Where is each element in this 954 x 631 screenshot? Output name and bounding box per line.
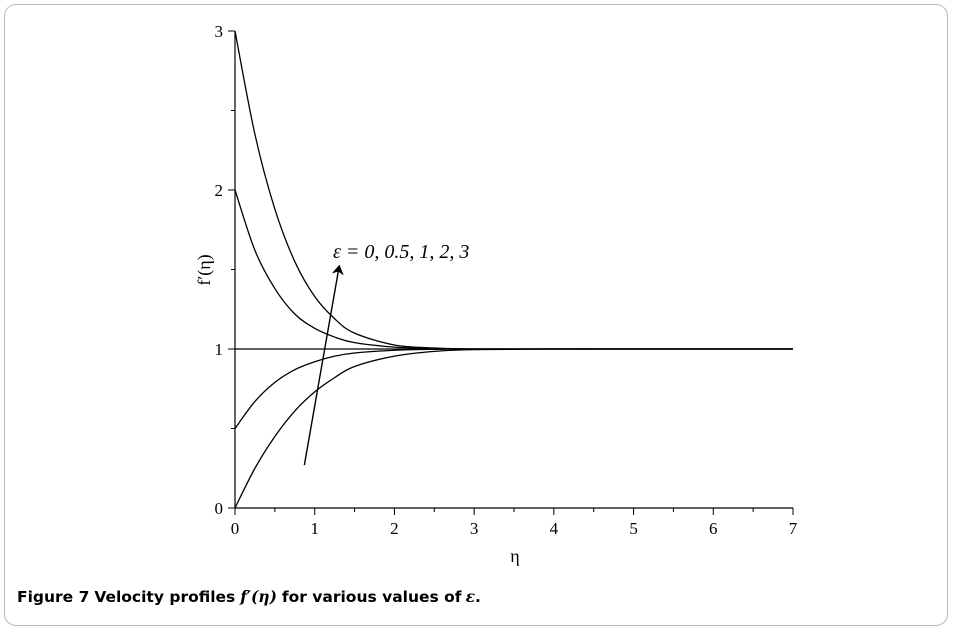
- y-tick-label: 0: [215, 499, 224, 518]
- x-tick-label: 6: [709, 519, 718, 538]
- x-tick-label: 5: [629, 519, 638, 538]
- series-line-3: [234, 189, 793, 350]
- chart-curves: [234, 30, 793, 509]
- x-tick-label: 1: [310, 519, 319, 538]
- annotation-arrow: [303, 264, 344, 466]
- chart-annotation-group: [303, 264, 344, 466]
- caption-math: f′(η): [240, 587, 277, 606]
- caption-text-middle: for various values of: [281, 588, 462, 606]
- series-line-0: [234, 348, 793, 509]
- x-tick-label: 0: [231, 519, 240, 538]
- epsilon-annotation: ε = 0, 0.5, 1, 2, 3: [333, 241, 469, 263]
- velocity-profile-chart: 0 1 2 3 4 5 6 7 0 1 2 3 η f′(η) ε = 0, 0.5, 1, 2, 3: [194, 22, 798, 566]
- x-tick-label: 2: [390, 519, 399, 538]
- caption-symbol: ε: [465, 587, 475, 606]
- y-axis-label: f′(η): [194, 254, 215, 285]
- figure-frame: [4, 4, 948, 626]
- figure-number: Figure 7: [17, 588, 90, 606]
- caption-period: .: [475, 588, 481, 606]
- figure-caption: Figure 7 Velocity profiles f′(η) for var…: [17, 587, 917, 606]
- x-tick-label: 7: [789, 519, 798, 538]
- y-tick-label: 2: [215, 181, 224, 200]
- series-line-4: [234, 30, 793, 350]
- x-tick-label: 4: [550, 519, 559, 538]
- chart-axes: 0 1 2 3 4 5 6 7 0 1 2 3: [215, 22, 798, 538]
- x-tick-label: 3: [470, 519, 479, 538]
- y-tick-label: 1: [215, 340, 224, 359]
- caption-text: Velocity profiles: [94, 588, 236, 606]
- y-tick-label: 3: [215, 22, 224, 41]
- x-axis-label: η: [510, 546, 519, 566]
